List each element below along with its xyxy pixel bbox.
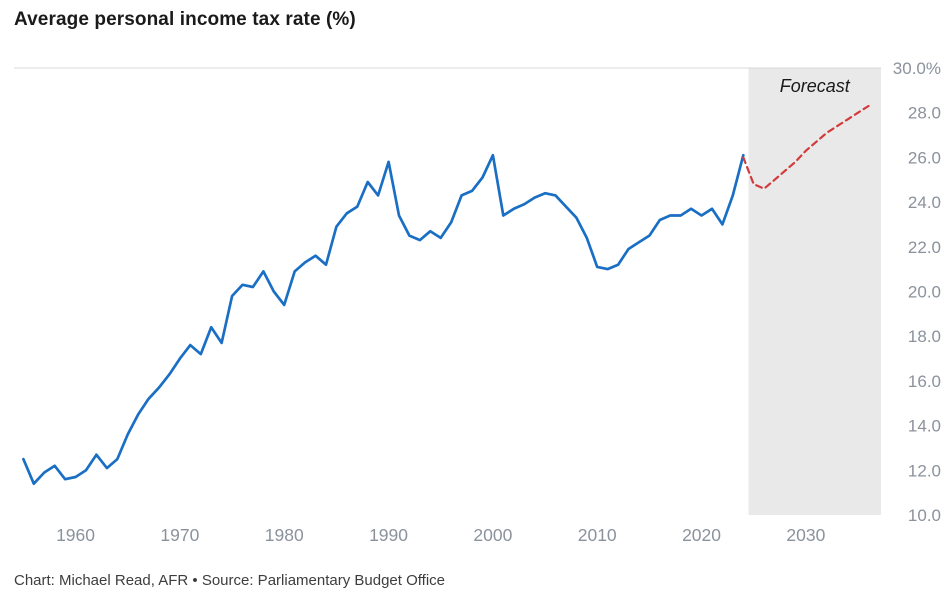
- y-tick-label: 28.0: [908, 104, 941, 123]
- historical-line: [22, 153, 745, 486]
- x-tick-label: 1960: [56, 525, 95, 545]
- y-tick-label: 12.0: [908, 461, 941, 480]
- y-tick-label: 30.0%: [893, 59, 941, 78]
- y-tick-label: 16.0: [908, 372, 941, 391]
- y-tick-label: 24.0: [908, 193, 941, 212]
- chart-title: Average personal income tax rate (%): [14, 9, 356, 30]
- x-tick-label: 2010: [578, 525, 617, 545]
- y-tick-label: 18.0: [908, 327, 941, 346]
- forecast-label: Forecast: [780, 76, 851, 96]
- y-tick-label: 22.0: [908, 238, 941, 257]
- y-tick-label: 20.0: [908, 283, 941, 302]
- y-tick-label: 10.0: [908, 506, 941, 525]
- x-tick-label: 1980: [265, 525, 304, 545]
- x-tick-label: 2020: [682, 525, 721, 545]
- x-tick-label: 1990: [369, 525, 408, 545]
- x-tick-label: 2030: [786, 525, 825, 545]
- x-tick-label: 1970: [160, 525, 199, 545]
- forecast-line: [742, 104, 870, 190]
- y-tick-label: 14.0: [908, 417, 941, 436]
- y-tick-label: 26.0: [908, 148, 941, 167]
- forecast-region: [748, 68, 881, 515]
- chart-source-credit: Chart: Michael Read, AFR • Source: Parli…: [14, 572, 446, 589]
- x-tick-label: 2000: [473, 525, 512, 545]
